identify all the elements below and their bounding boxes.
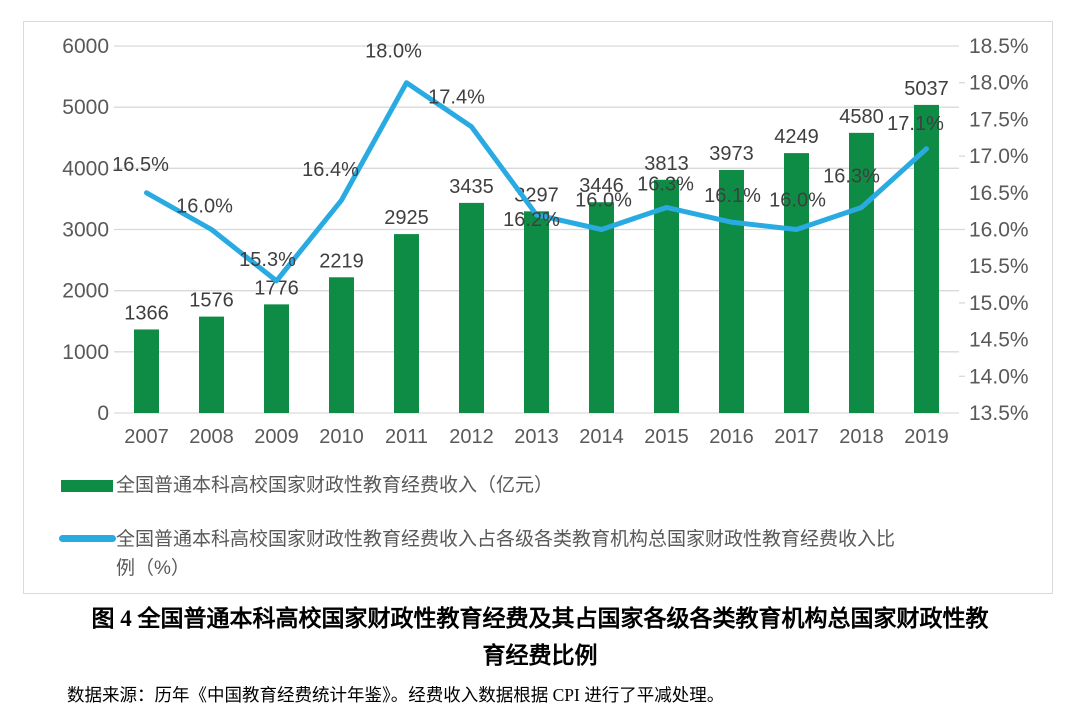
left-axis-tick-label: 6000	[62, 35, 109, 58]
ratio-line	[144, 80, 929, 284]
right-axis-tick-label: 15.5%	[969, 255, 1029, 278]
x-axis-year-label: 2011	[385, 426, 428, 448]
left-axis-tick-label: 1000	[62, 341, 109, 364]
pct-label-2017: 16.0%	[769, 190, 826, 212]
pct-label-2015: 16.3%	[637, 173, 694, 195]
bar-label-2007: 1366	[124, 302, 169, 324]
legend-item-line-series: 全国普通本科高校国家财政性教育经费收入占各级各类教育机构总国家财政性教育经费收入…	[59, 525, 895, 583]
bar-label-2014: 3446	[579, 175, 624, 197]
right-axis-tick-label: 18.5%	[969, 35, 1029, 58]
pct-label-2008: 16.0%	[176, 196, 233, 218]
bar-2012	[459, 202, 484, 413]
bar-label-2015: 3813	[644, 153, 689, 175]
bar-series-swatch-icon	[61, 480, 113, 492]
bar-2010	[329, 277, 354, 413]
x-axis-year-label: 2014	[579, 426, 624, 448]
right-axis-tick-label: 17.0%	[969, 145, 1029, 168]
line-series-swatch-icon	[59, 535, 116, 542]
right-axis-tick-label: 14.0%	[969, 365, 1029, 388]
x-axis-year-label: 2015	[644, 426, 689, 448]
right-axis-tick-label: 18.0%	[969, 72, 1029, 95]
pct-label-2010: 16.4%	[302, 159, 359, 181]
x-axis-year-label: 2008	[189, 426, 234, 448]
left-axis-tick-label: 0	[97, 402, 109, 425]
bar-2013	[524, 211, 549, 413]
pct-label-2018: 16.3%	[823, 165, 880, 187]
x-axis-year-label: 2010	[319, 426, 364, 448]
x-axis-year-label: 2013	[514, 426, 559, 448]
bar-2015	[654, 179, 679, 413]
bar-2008	[199, 316, 224, 413]
x-axis-year-label: 2018	[839, 426, 884, 448]
pct-label-2013: 16.2%	[503, 209, 560, 231]
line-series-label: 全国普通本科高校国家财政性教育经费收入占各级各类教育机构总国家财政性教育经费收入…	[116, 529, 896, 579]
bar-2011	[394, 234, 419, 413]
right-axis-tick-label: 16.0%	[969, 219, 1029, 242]
left-axis-tick-label: 5000	[62, 96, 109, 119]
figure-caption: 图 4 全国普通本科高校国家财政性教育经费及其占国家各级各类教育机构总国家财政性…	[91, 606, 989, 668]
bar-label-2012: 3435	[449, 176, 494, 198]
bar-2007	[134, 329, 159, 413]
right-axis-tick-label: 13.5%	[969, 402, 1029, 425]
data-source-note: 数据来源：历年《中国教育经费统计年鉴》。经费收入数据根据 CPI 进行了平减处理…	[67, 685, 725, 705]
x-axis-year-label: 2012	[449, 426, 494, 448]
left-axis-tick-label: 3000	[62, 219, 109, 242]
chart-frame: 6000 5000 4000 3000 2000 1000 0 18.5% 18.0% 17.5%…	[23, 21, 1053, 594]
bar-label-2019: 5037	[904, 78, 949, 100]
bar-label-2010: 2219	[319, 250, 364, 272]
bar-2018	[849, 132, 874, 413]
bar-2017	[784, 153, 809, 413]
combo-chart: 6000 5000 4000 3000 2000 1000 0 18.5% 18.0% 17.5%…	[62, 35, 1029, 448]
x-axis-year-label: 2007	[124, 426, 169, 448]
x-axis-year-label: 2019	[904, 426, 949, 448]
pct-label-2009: 15.3%	[239, 249, 296, 271]
right-axis-tick-label: 17.5%	[969, 108, 1029, 131]
bar-2014	[589, 202, 614, 413]
bar-label-2017: 4249	[774, 126, 819, 148]
bar-2016	[719, 169, 744, 413]
bar-label-2016: 3973	[709, 143, 754, 165]
bar-label-2018: 4580	[839, 106, 884, 128]
right-axis-tick-label: 15.0%	[969, 292, 1029, 315]
right-axis-tick-label: 14.5%	[969, 329, 1029, 352]
pct-label-2011: 18.0%	[365, 41, 422, 63]
right-axis-tick-label: 16.5%	[969, 182, 1029, 205]
legend-item-bar-series: 全国普通本科高校国家财政性教育经费收入（亿元）	[61, 474, 553, 498]
bar-label-2011: 2925	[384, 207, 429, 229]
x-axis-year-label: 2016	[709, 426, 754, 448]
pct-label-2007: 16.5%	[112, 154, 169, 176]
x-axis-year-label: 2009	[254, 426, 299, 448]
left-axis-tick-label: 2000	[62, 280, 109, 303]
bar-series-label: 全国普通本科高校国家财政性教育经费收入（亿元）	[116, 475, 554, 496]
bar-label-2008: 1576	[189, 290, 234, 312]
left-axis-tick-label: 4000	[62, 157, 109, 180]
pct-label-2016: 16.1%	[704, 185, 761, 207]
pct-label-2019: 17.1%	[887, 113, 944, 135]
pct-label-2014: 16.0%	[575, 190, 632, 212]
pct-label-2012: 17.4%	[428, 87, 485, 109]
bar-2009	[264, 304, 289, 413]
x-axis-year-label: 2017	[774, 426, 819, 448]
bar-label-2009: 1776	[254, 277, 299, 299]
